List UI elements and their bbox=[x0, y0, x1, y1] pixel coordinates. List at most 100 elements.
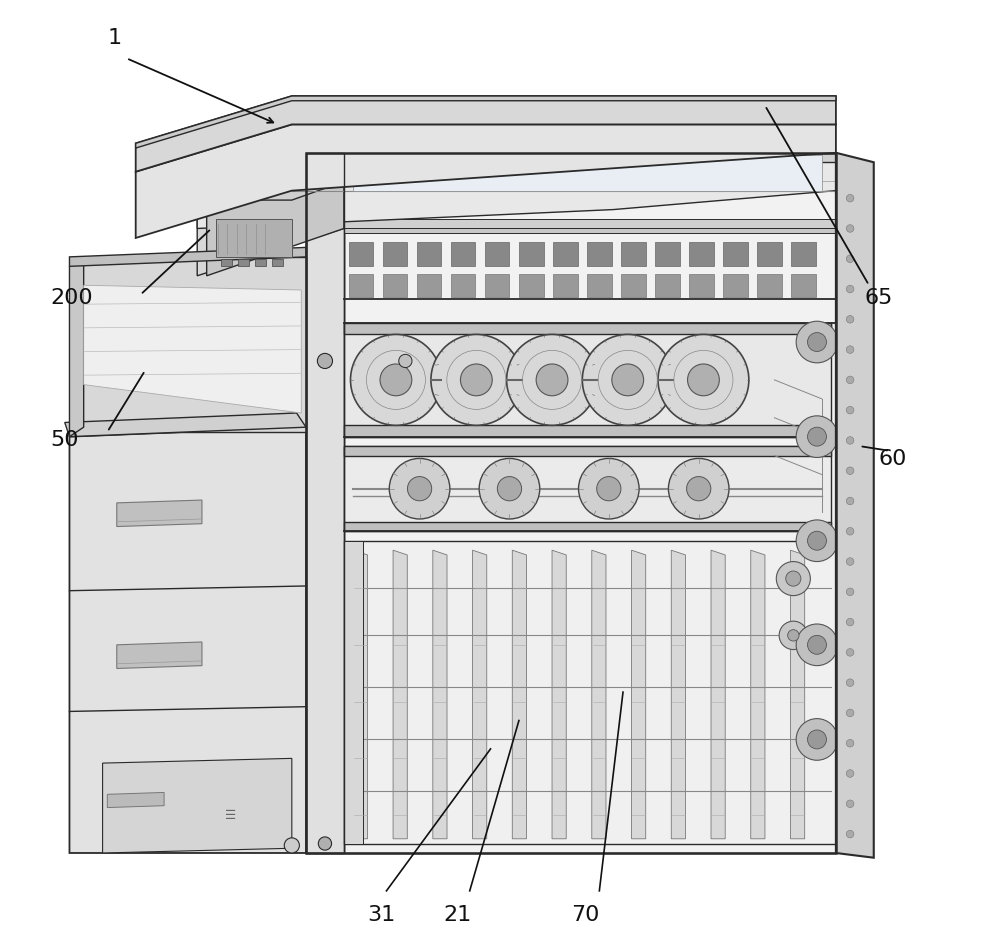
Circle shape bbox=[846, 770, 854, 777]
Polygon shape bbox=[353, 155, 822, 191]
Polygon shape bbox=[836, 153, 874, 858]
Bar bbox=[417, 242, 441, 267]
Polygon shape bbox=[207, 153, 424, 200]
Bar bbox=[553, 274, 578, 297]
Polygon shape bbox=[107, 792, 164, 808]
Bar bbox=[451, 242, 475, 267]
Bar bbox=[757, 274, 782, 297]
Bar bbox=[655, 242, 680, 267]
Bar bbox=[272, 259, 283, 267]
Bar bbox=[791, 274, 816, 297]
Text: 1: 1 bbox=[107, 28, 121, 48]
Bar bbox=[791, 242, 816, 267]
Polygon shape bbox=[393, 550, 407, 839]
Polygon shape bbox=[353, 550, 368, 839]
Circle shape bbox=[786, 571, 801, 586]
Bar bbox=[383, 274, 407, 297]
Circle shape bbox=[788, 630, 799, 641]
Circle shape bbox=[846, 800, 854, 808]
Circle shape bbox=[399, 354, 412, 367]
Circle shape bbox=[389, 458, 450, 519]
Bar bbox=[255, 259, 266, 267]
Bar bbox=[587, 274, 612, 297]
Polygon shape bbox=[632, 550, 646, 839]
Circle shape bbox=[597, 476, 621, 501]
Polygon shape bbox=[512, 550, 526, 839]
Polygon shape bbox=[103, 758, 292, 853]
Polygon shape bbox=[79, 257, 306, 432]
Circle shape bbox=[846, 528, 854, 535]
Circle shape bbox=[582, 334, 673, 425]
Text: 200: 200 bbox=[51, 288, 93, 308]
Bar bbox=[689, 242, 714, 267]
Bar bbox=[221, 259, 232, 267]
Polygon shape bbox=[344, 323, 831, 334]
Polygon shape bbox=[344, 153, 836, 853]
Polygon shape bbox=[117, 500, 202, 527]
Polygon shape bbox=[136, 124, 836, 238]
Circle shape bbox=[507, 334, 597, 425]
Circle shape bbox=[612, 364, 644, 396]
Circle shape bbox=[284, 838, 299, 853]
Circle shape bbox=[380, 364, 412, 396]
Polygon shape bbox=[344, 446, 831, 531]
Bar bbox=[485, 242, 509, 267]
Circle shape bbox=[460, 364, 492, 396]
Bar bbox=[383, 242, 407, 267]
Bar bbox=[553, 242, 578, 267]
Polygon shape bbox=[136, 96, 836, 172]
Circle shape bbox=[796, 718, 838, 760]
Bar bbox=[655, 274, 680, 297]
Circle shape bbox=[846, 437, 854, 444]
Polygon shape bbox=[344, 153, 836, 162]
Circle shape bbox=[808, 531, 826, 550]
Circle shape bbox=[846, 739, 854, 747]
Circle shape bbox=[808, 332, 826, 351]
Bar bbox=[689, 274, 714, 297]
Polygon shape bbox=[671, 550, 685, 839]
Bar bbox=[723, 274, 748, 297]
Circle shape bbox=[846, 286, 854, 293]
Circle shape bbox=[796, 321, 838, 363]
Bar bbox=[349, 274, 373, 297]
Circle shape bbox=[658, 334, 749, 425]
Polygon shape bbox=[69, 427, 306, 853]
Circle shape bbox=[846, 195, 854, 202]
Bar bbox=[451, 274, 475, 297]
Circle shape bbox=[846, 376, 854, 383]
Bar bbox=[216, 219, 292, 257]
Circle shape bbox=[846, 255, 854, 263]
Polygon shape bbox=[473, 550, 487, 839]
Circle shape bbox=[796, 624, 838, 665]
Polygon shape bbox=[117, 642, 202, 668]
Polygon shape bbox=[344, 446, 831, 456]
Circle shape bbox=[407, 476, 432, 501]
Text: ☰: ☰ bbox=[225, 809, 236, 822]
Circle shape bbox=[497, 476, 522, 501]
Bar bbox=[757, 242, 782, 267]
Polygon shape bbox=[197, 153, 344, 276]
Bar bbox=[349, 242, 373, 267]
Circle shape bbox=[846, 406, 854, 414]
Circle shape bbox=[846, 679, 854, 686]
Circle shape bbox=[479, 458, 540, 519]
Circle shape bbox=[687, 476, 711, 501]
Polygon shape bbox=[552, 550, 566, 839]
Circle shape bbox=[808, 636, 826, 654]
Circle shape bbox=[846, 225, 854, 233]
Circle shape bbox=[431, 334, 522, 425]
Bar bbox=[417, 274, 441, 297]
Polygon shape bbox=[751, 550, 765, 839]
Polygon shape bbox=[117, 779, 202, 806]
Circle shape bbox=[796, 520, 838, 562]
Text: 50: 50 bbox=[51, 430, 79, 450]
Circle shape bbox=[668, 458, 729, 519]
Circle shape bbox=[846, 830, 854, 838]
Circle shape bbox=[796, 416, 838, 457]
Polygon shape bbox=[344, 522, 831, 531]
Bar bbox=[485, 274, 509, 297]
Circle shape bbox=[779, 622, 808, 649]
Text: 60: 60 bbox=[878, 449, 907, 469]
Circle shape bbox=[846, 345, 854, 353]
Circle shape bbox=[846, 467, 854, 474]
